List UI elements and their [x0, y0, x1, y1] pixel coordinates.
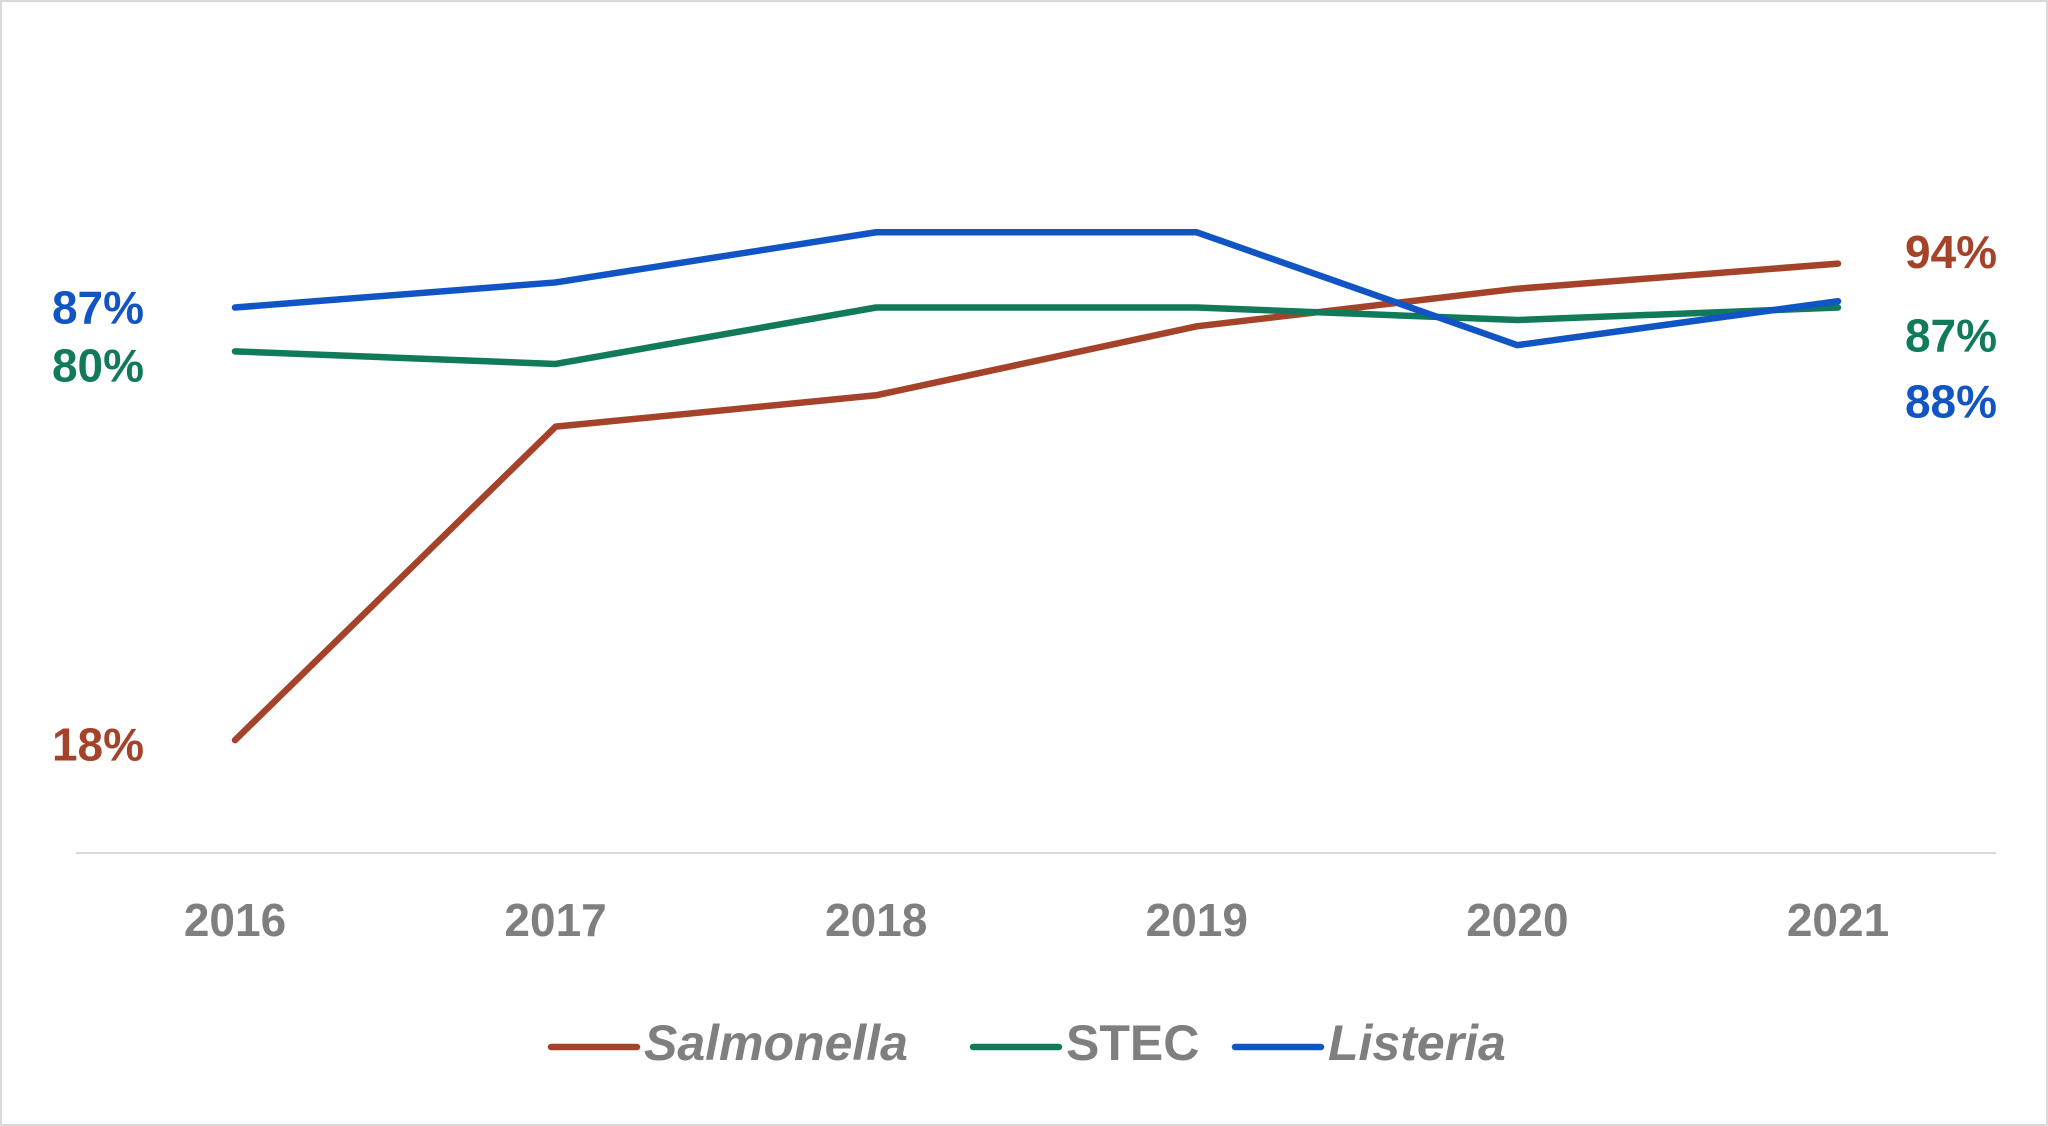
data-label: 80%: [52, 340, 144, 392]
x-tick-label: 2021: [1787, 894, 1889, 946]
series-line: [231, 304, 1842, 368]
data-label: 88%: [1905, 375, 1997, 427]
legend-label: STEC: [1066, 1015, 1199, 1071]
data-label: 94%: [1905, 226, 1997, 278]
legend-label: Listeria: [1328, 1015, 1506, 1071]
series-line: [231, 229, 1842, 349]
x-tick-label: 2018: [825, 894, 927, 946]
x-tick-label: 2020: [1466, 894, 1568, 946]
data-label: 87%: [1905, 310, 1997, 362]
data-label: 87%: [52, 282, 144, 334]
x-tick-label: 2019: [1146, 894, 1248, 946]
series-line: [231, 260, 1842, 744]
legend-label: Salmonella: [644, 1015, 908, 1071]
x-tick-label: 2016: [184, 894, 286, 946]
x-tick-label: 2017: [504, 894, 606, 946]
data-label: 18%: [52, 718, 144, 770]
